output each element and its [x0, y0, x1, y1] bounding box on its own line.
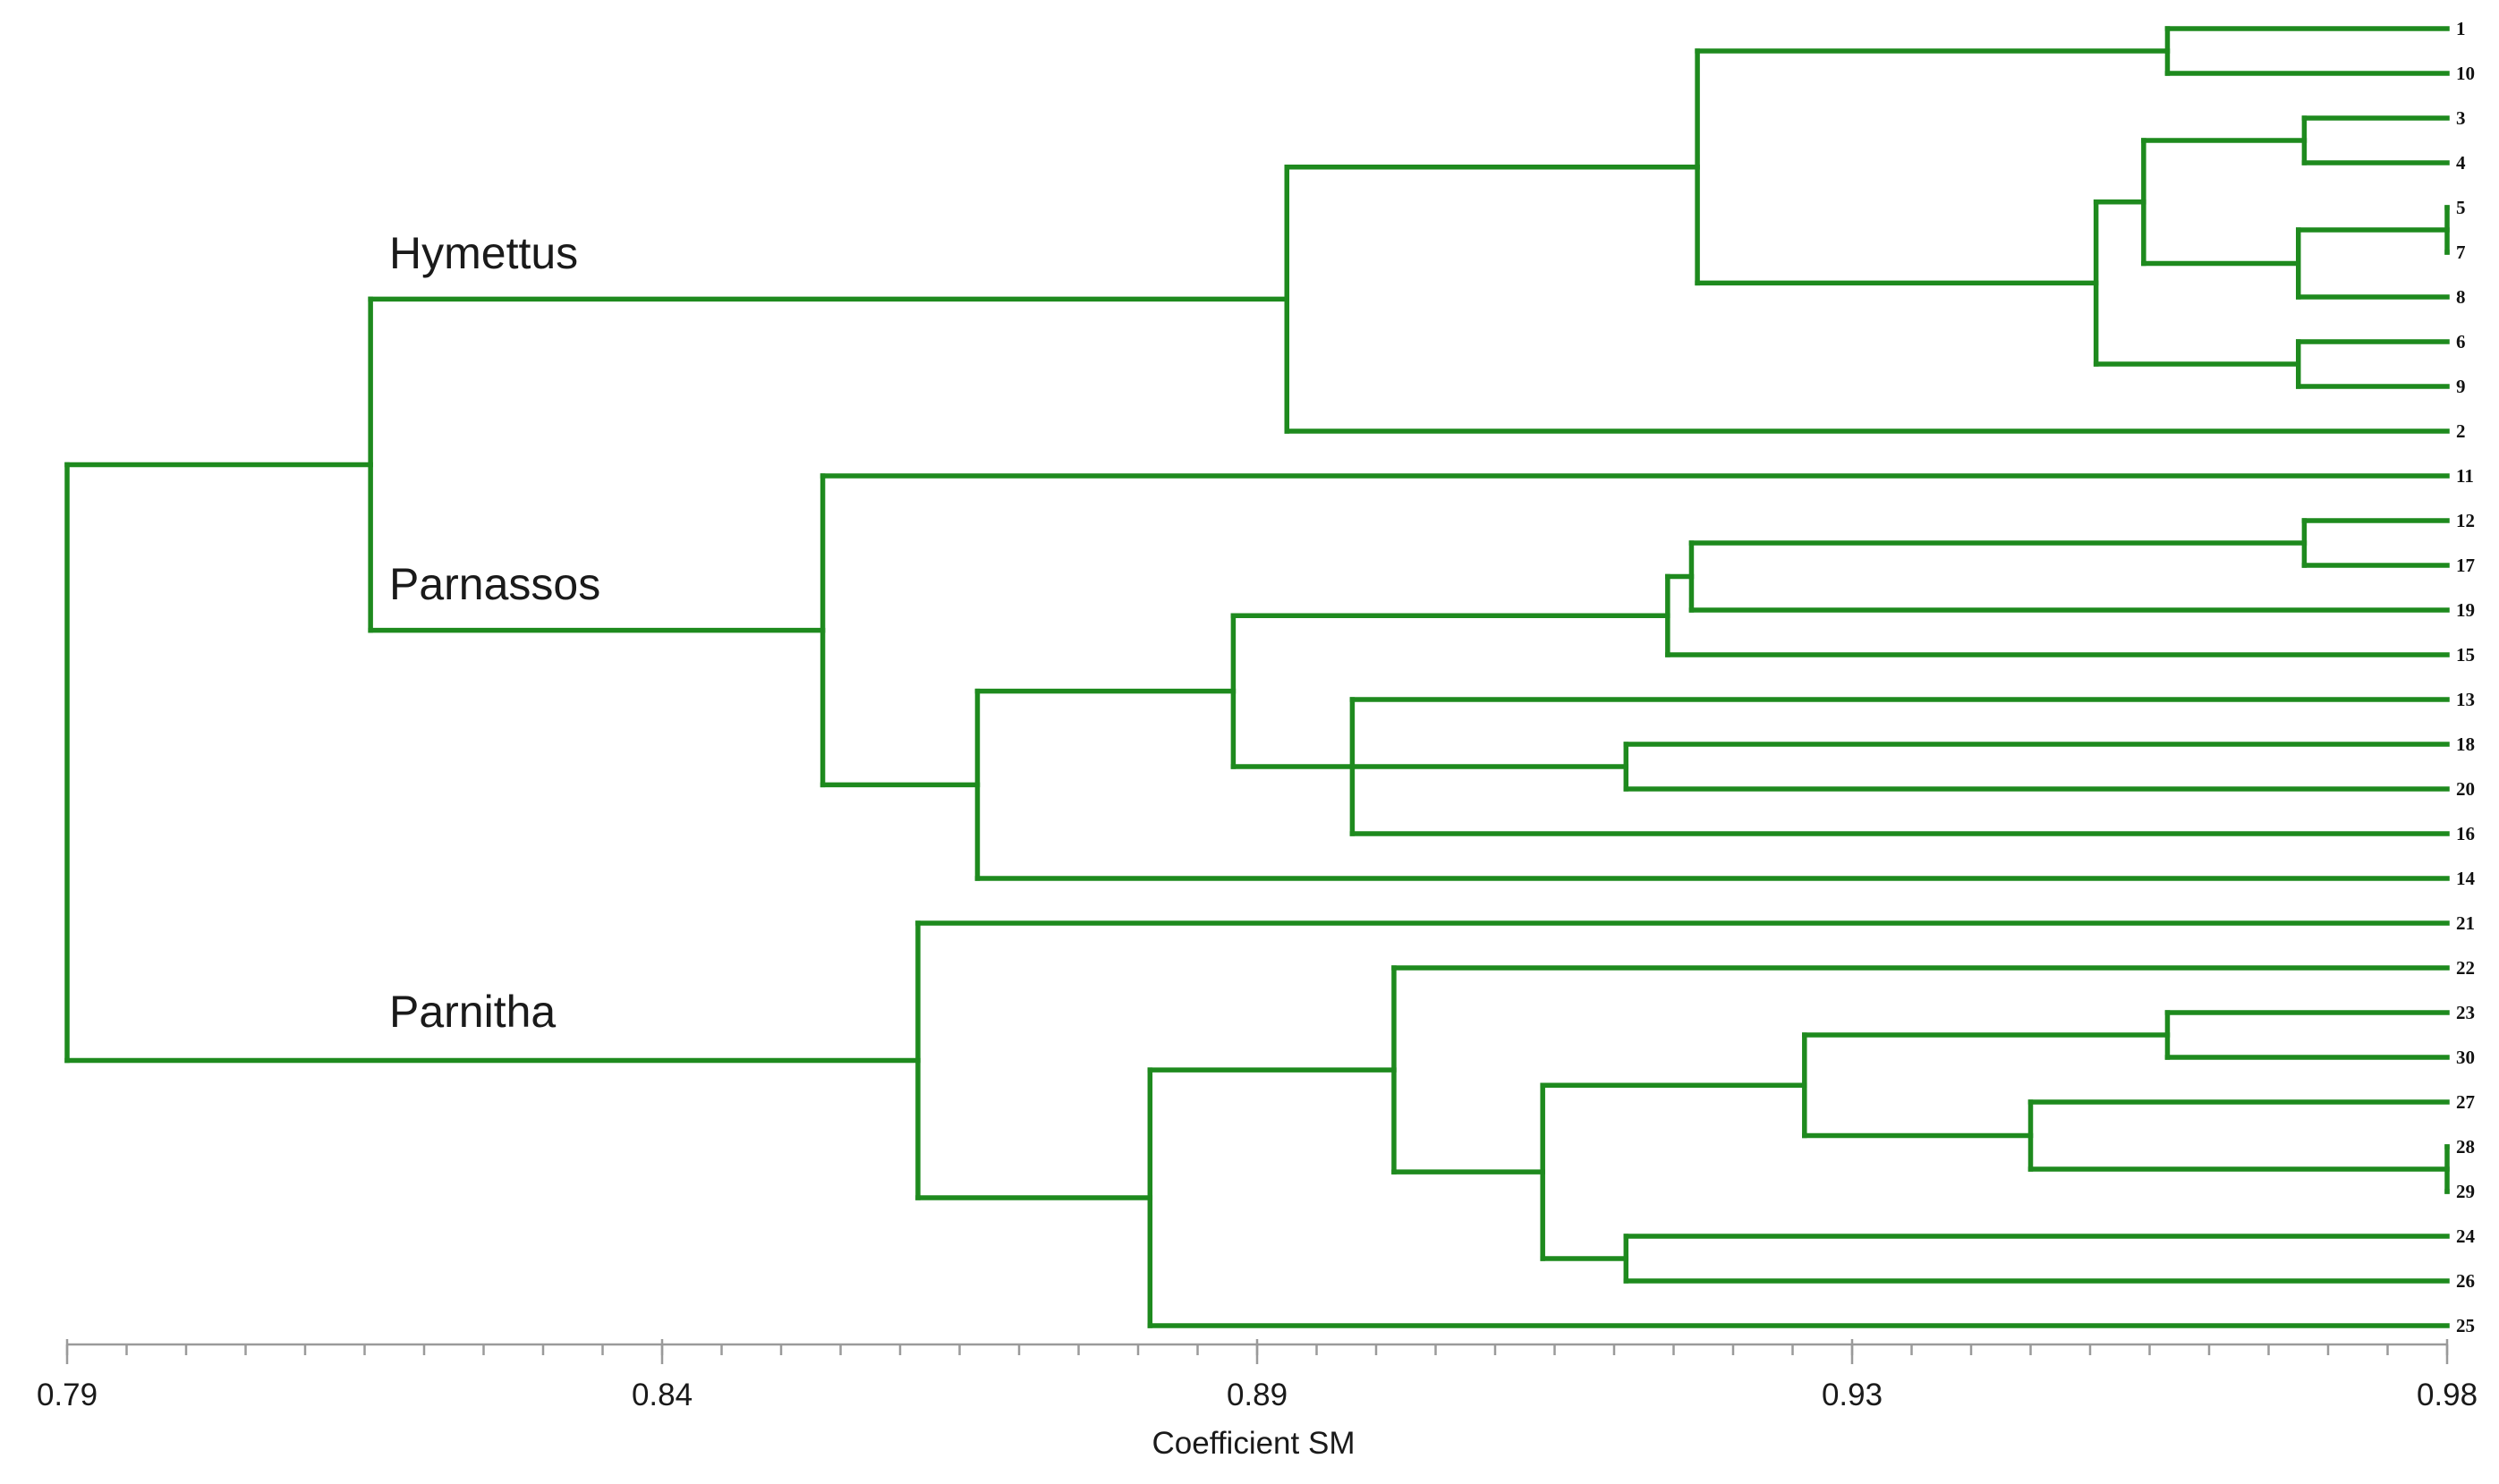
- leaf-label-18: 18: [2456, 734, 2475, 755]
- leaf-label-13: 13: [2456, 689, 2475, 710]
- x-axis: 0.79 0.84 0.89 0.93 0.98 Coefficient SM: [37, 1339, 2478, 1461]
- leaf-label-12: 12: [2456, 510, 2475, 531]
- x-tick-label: 0.93: [1822, 1378, 1883, 1412]
- leaf-label-7: 7: [2456, 242, 2466, 263]
- leaf-label-2: 2: [2456, 420, 2466, 442]
- leaf-label-19: 19: [2456, 599, 2475, 621]
- group-label-parnitha: Parnitha: [389, 987, 556, 1037]
- group-labels: Hymettus Parnassos Parnitha: [389, 228, 600, 1037]
- leaf-label-22: 22: [2456, 957, 2475, 979]
- x-tick-label: 0.98: [2417, 1378, 2478, 1412]
- leaf-label-30: 30: [2456, 1047, 2475, 1068]
- leaf-label-10: 10: [2456, 63, 2475, 84]
- x-axis-title: Coefficient SM: [1152, 1426, 1356, 1461]
- leaf-label-29: 29: [2456, 1181, 2475, 1202]
- x-axis-major-ticks: 0.79 0.84 0.89 0.93 0.98: [37, 1339, 2478, 1412]
- x-tick-label: 0.84: [632, 1378, 693, 1412]
- leaf-label-17: 17: [2456, 555, 2475, 576]
- leaf-label-6: 6: [2456, 331, 2466, 352]
- leaf-label-3: 3: [2456, 107, 2466, 129]
- leaf-label-20: 20: [2456, 778, 2475, 800]
- leaf-label-25: 25: [2456, 1315, 2475, 1336]
- leaf-label-23: 23: [2456, 1002, 2475, 1023]
- leaf-label-21: 21: [2456, 912, 2475, 934]
- x-tick-label: 0.89: [1227, 1378, 1288, 1412]
- leaf-label-9: 9: [2456, 376, 2466, 397]
- leaf-label-11: 11: [2456, 465, 2474, 487]
- leaf-label-27: 27: [2456, 1091, 2475, 1113]
- leaf-label-8: 8: [2456, 286, 2466, 308]
- leaf-label-24: 24: [2456, 1225, 2476, 1247]
- leaf-label-4: 4: [2456, 152, 2466, 174]
- leaf-labels: 1 10 3 4 5 7 8 6 9 2 11 12 17 19 15 13 18 20 16 14 21 22 23 30 2…: [2456, 18, 2476, 1336]
- leaf-label-5: 5: [2456, 197, 2466, 218]
- leaf-label-16: 16: [2456, 823, 2475, 844]
- leaf-label-26: 26: [2456, 1270, 2475, 1292]
- group-label-hymettus: Hymettus: [389, 228, 578, 278]
- group-label-parnassos: Parnassos: [389, 559, 600, 609]
- dendrogram-branches: [64, 26, 2450, 1328]
- x-tick-label: 0.79: [37, 1378, 98, 1412]
- leaf-label-15: 15: [2456, 644, 2475, 666]
- leaf-label-14: 14: [2456, 868, 2476, 889]
- leaf-label-1: 1: [2456, 18, 2466, 39]
- leaf-label-28: 28: [2456, 1136, 2475, 1158]
